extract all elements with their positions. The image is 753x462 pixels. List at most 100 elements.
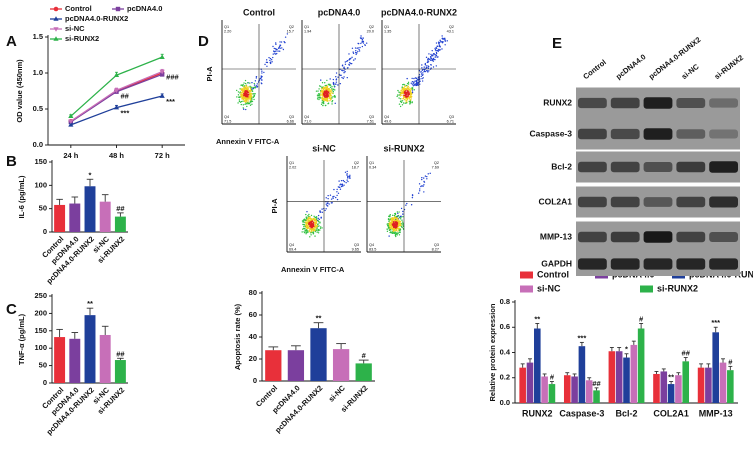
- event-dot: [255, 85, 258, 87]
- annotation: **: [87, 299, 93, 308]
- event-dot: [333, 188, 335, 191]
- marker: [113, 72, 120, 77]
- event-dot: [320, 217, 322, 219]
- error-bar: [71, 196, 79, 204]
- error-bar: [721, 358, 725, 363]
- bar: [519, 367, 526, 403]
- bar: [719, 362, 727, 403]
- event-dot: [393, 214, 396, 217]
- event-dot: [335, 78, 338, 80]
- event-dot: [435, 54, 437, 56]
- event-dot: [407, 85, 409, 88]
- error-bar: [291, 345, 301, 351]
- plot-title: Control: [243, 7, 275, 17]
- blot-band: [676, 129, 706, 139]
- event-dot: [400, 207, 403, 210]
- event-dot: [330, 89, 332, 91]
- panel-letter: E: [552, 35, 562, 52]
- event-dot: [246, 95, 248, 97]
- event-dot: [398, 221, 401, 223]
- event-dot: [243, 100, 246, 103]
- event-dot: [400, 223, 403, 225]
- event-dot: [241, 95, 243, 98]
- event-dot: [245, 101, 247, 103]
- event-dot: [395, 235, 397, 238]
- event-dot: [425, 56, 428, 59]
- event-dot: [410, 204, 413, 206]
- event-dot: [265, 61, 268, 64]
- event-dot: [240, 103, 243, 106]
- event-dot: [362, 40, 364, 43]
- bar: [99, 334, 111, 383]
- event-dot: [429, 56, 432, 58]
- event-dot: [397, 232, 399, 234]
- event-dot: [343, 184, 345, 186]
- y-tick-label: 20: [249, 354, 257, 363]
- event-dot: [320, 226, 322, 228]
- scatter: [235, 33, 289, 111]
- quadrant-value: 2.02: [289, 166, 296, 170]
- event-dot: [317, 221, 320, 223]
- event-dot: [411, 83, 414, 85]
- event-dot: [409, 96, 412, 98]
- event-dot: [315, 90, 318, 92]
- event-dot: [346, 179, 348, 181]
- event-dot: [319, 229, 321, 231]
- error-bar: [579, 341, 584, 347]
- quadrant-value: 0.34: [369, 166, 376, 170]
- event-dot: [301, 220, 304, 222]
- bar: [526, 362, 534, 403]
- event-dot: [401, 86, 403, 88]
- event-dot: [395, 219, 397, 222]
- event-dot: [402, 102, 405, 104]
- event-dot: [362, 42, 365, 44]
- quadrant-value: 7.69: [432, 166, 439, 170]
- annotation: ***: [578, 333, 587, 342]
- event-dot: [423, 70, 426, 72]
- event-dot: [411, 194, 414, 197]
- event-dot: [315, 217, 318, 219]
- plot-title: pcDNA4.0-RUNX2: [381, 7, 457, 17]
- event-dot: [413, 77, 415, 80]
- event-dot: [320, 85, 322, 88]
- event-dot: [391, 218, 394, 221]
- event-dot: [404, 99, 406, 101]
- event-dot: [346, 174, 348, 176]
- event-dot: [248, 102, 250, 104]
- event-dot: [303, 223, 305, 226]
- event-dot: [331, 99, 334, 102]
- event-dot: [400, 101, 403, 104]
- bar: [114, 216, 126, 232]
- event-dot: [417, 192, 420, 194]
- event-dot: [240, 95, 242, 97]
- event-dot: [341, 183, 343, 186]
- blot-band: [676, 196, 706, 208]
- event-dot: [360, 37, 362, 40]
- event-dot: [401, 100, 404, 102]
- y-tick-label: 80: [249, 288, 257, 297]
- event-dot: [343, 71, 345, 74]
- bar: [727, 370, 734, 403]
- flow-x-label: Annexin V FITC-A: [216, 137, 280, 146]
- event-dot: [404, 102, 406, 104]
- event-dot: [331, 88, 333, 90]
- event-dot: [325, 203, 327, 205]
- error-bar: [617, 347, 622, 352]
- event-dot: [391, 228, 394, 230]
- bar: [593, 390, 600, 403]
- bar: [615, 351, 623, 403]
- event-dot: [444, 44, 446, 46]
- event-dot: [312, 225, 315, 227]
- event-dot: [332, 91, 334, 93]
- y-tick-label: 0: [43, 378, 47, 387]
- event-dot: [400, 89, 402, 92]
- event-dot: [247, 97, 250, 100]
- event-dot: [395, 215, 398, 218]
- x-tick-label: MMP-13: [699, 408, 733, 418]
- event-dot: [251, 90, 254, 92]
- event-dot: [319, 210, 321, 212]
- event-dot: [410, 89, 412, 91]
- event-dot: [394, 231, 396, 233]
- error-bar: [624, 353, 629, 358]
